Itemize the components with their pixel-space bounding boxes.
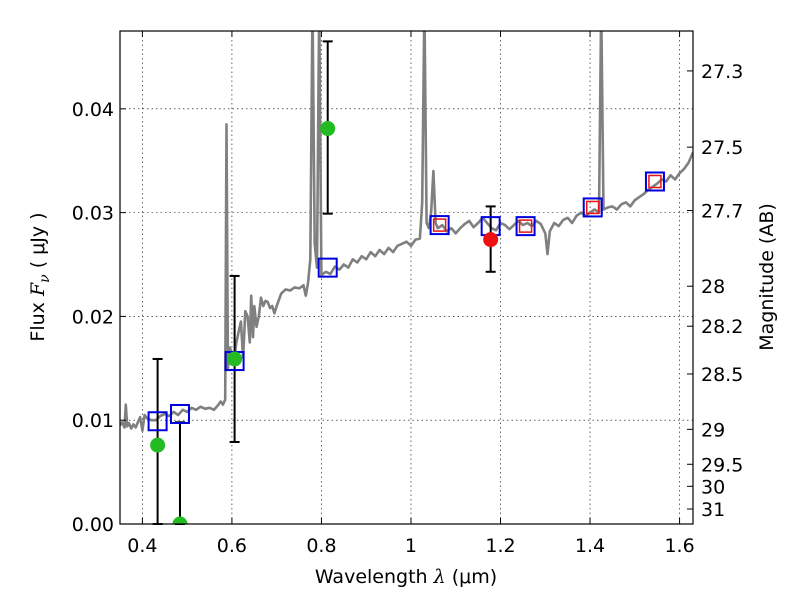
model-square-red <box>518 219 533 233</box>
y-tick-label: 0.00 <box>72 514 114 536</box>
data-point <box>150 437 166 453</box>
model-square <box>429 215 450 236</box>
y-tick-label: 0.01 <box>72 410 114 432</box>
mag-tick-label: 30 <box>701 476 725 498</box>
grid <box>120 31 693 524</box>
x-axis-title-prefix: Wavelength <box>315 566 428 588</box>
y-axis-title: Flux Fν ( μJy ) <box>27 212 53 341</box>
marker-layer <box>147 121 665 524</box>
mag-tick-label: 29.5 <box>701 454 743 476</box>
mag-tick-label: 28 <box>701 276 725 298</box>
ticks: 0.4 0.6 0.8 1 1.2 1.4 1.6 0.00 0.01 0.02 0.03 0.04 2… <box>72 31 743 557</box>
x-axis-title-symbol: λ <box>433 566 446 588</box>
model-square <box>582 197 603 218</box>
spectrum-layer <box>120 31 693 432</box>
x-tick-label: 0.8 <box>306 535 336 557</box>
mag-tick-label: 27.5 <box>701 137 743 159</box>
spectrum-line <box>120 31 693 432</box>
data-point <box>320 121 336 137</box>
y-axis-title-subscript: ν <box>37 274 53 283</box>
x-tick-label: 0.6 <box>217 535 247 557</box>
data-point <box>227 351 243 367</box>
x-axis-title: Wavelength λ (μm) <box>315 566 497 588</box>
mag-tick-label: 28.2 <box>701 316 743 338</box>
x-axis-title-unit: (μm) <box>452 566 497 588</box>
y-axis-title-symbol: F <box>27 282 49 297</box>
y-tick-label: 0.04 <box>72 99 114 121</box>
y-tick-label: 0.03 <box>72 203 114 225</box>
model-square-red <box>648 174 662 189</box>
mag-tick-label: 31 <box>701 499 725 521</box>
model-square <box>147 411 168 432</box>
x-tick-label: 0.4 <box>127 535 157 557</box>
mag-tick-label: 29 <box>701 419 725 441</box>
x-tick-label: 1.2 <box>485 535 515 557</box>
y-tick-label: 0.02 <box>72 306 114 328</box>
y-axis-title-unit: ( μJy ) <box>27 212 49 268</box>
mag-tick-label: 27.7 <box>701 201 743 223</box>
x-tick-label: 1.4 <box>575 535 605 557</box>
data-point <box>172 516 188 524</box>
y2-axis-title: Magnitude (AB) <box>756 203 778 351</box>
x-tick-label: 1 <box>405 535 417 557</box>
model-square <box>515 216 536 237</box>
model-square <box>169 403 190 424</box>
model-square <box>317 257 338 278</box>
mag-tick-label: 28.5 <box>701 364 743 386</box>
y-axis-title-prefix: Flux <box>27 302 49 342</box>
plot-frame <box>119 30 694 525</box>
model-square-red <box>432 218 447 232</box>
data-point <box>483 232 499 248</box>
model-square-red <box>585 200 600 215</box>
mag-tick-label: 27.3 <box>701 61 743 83</box>
x-tick-label: 1.6 <box>664 535 694 557</box>
model-square <box>644 171 665 192</box>
